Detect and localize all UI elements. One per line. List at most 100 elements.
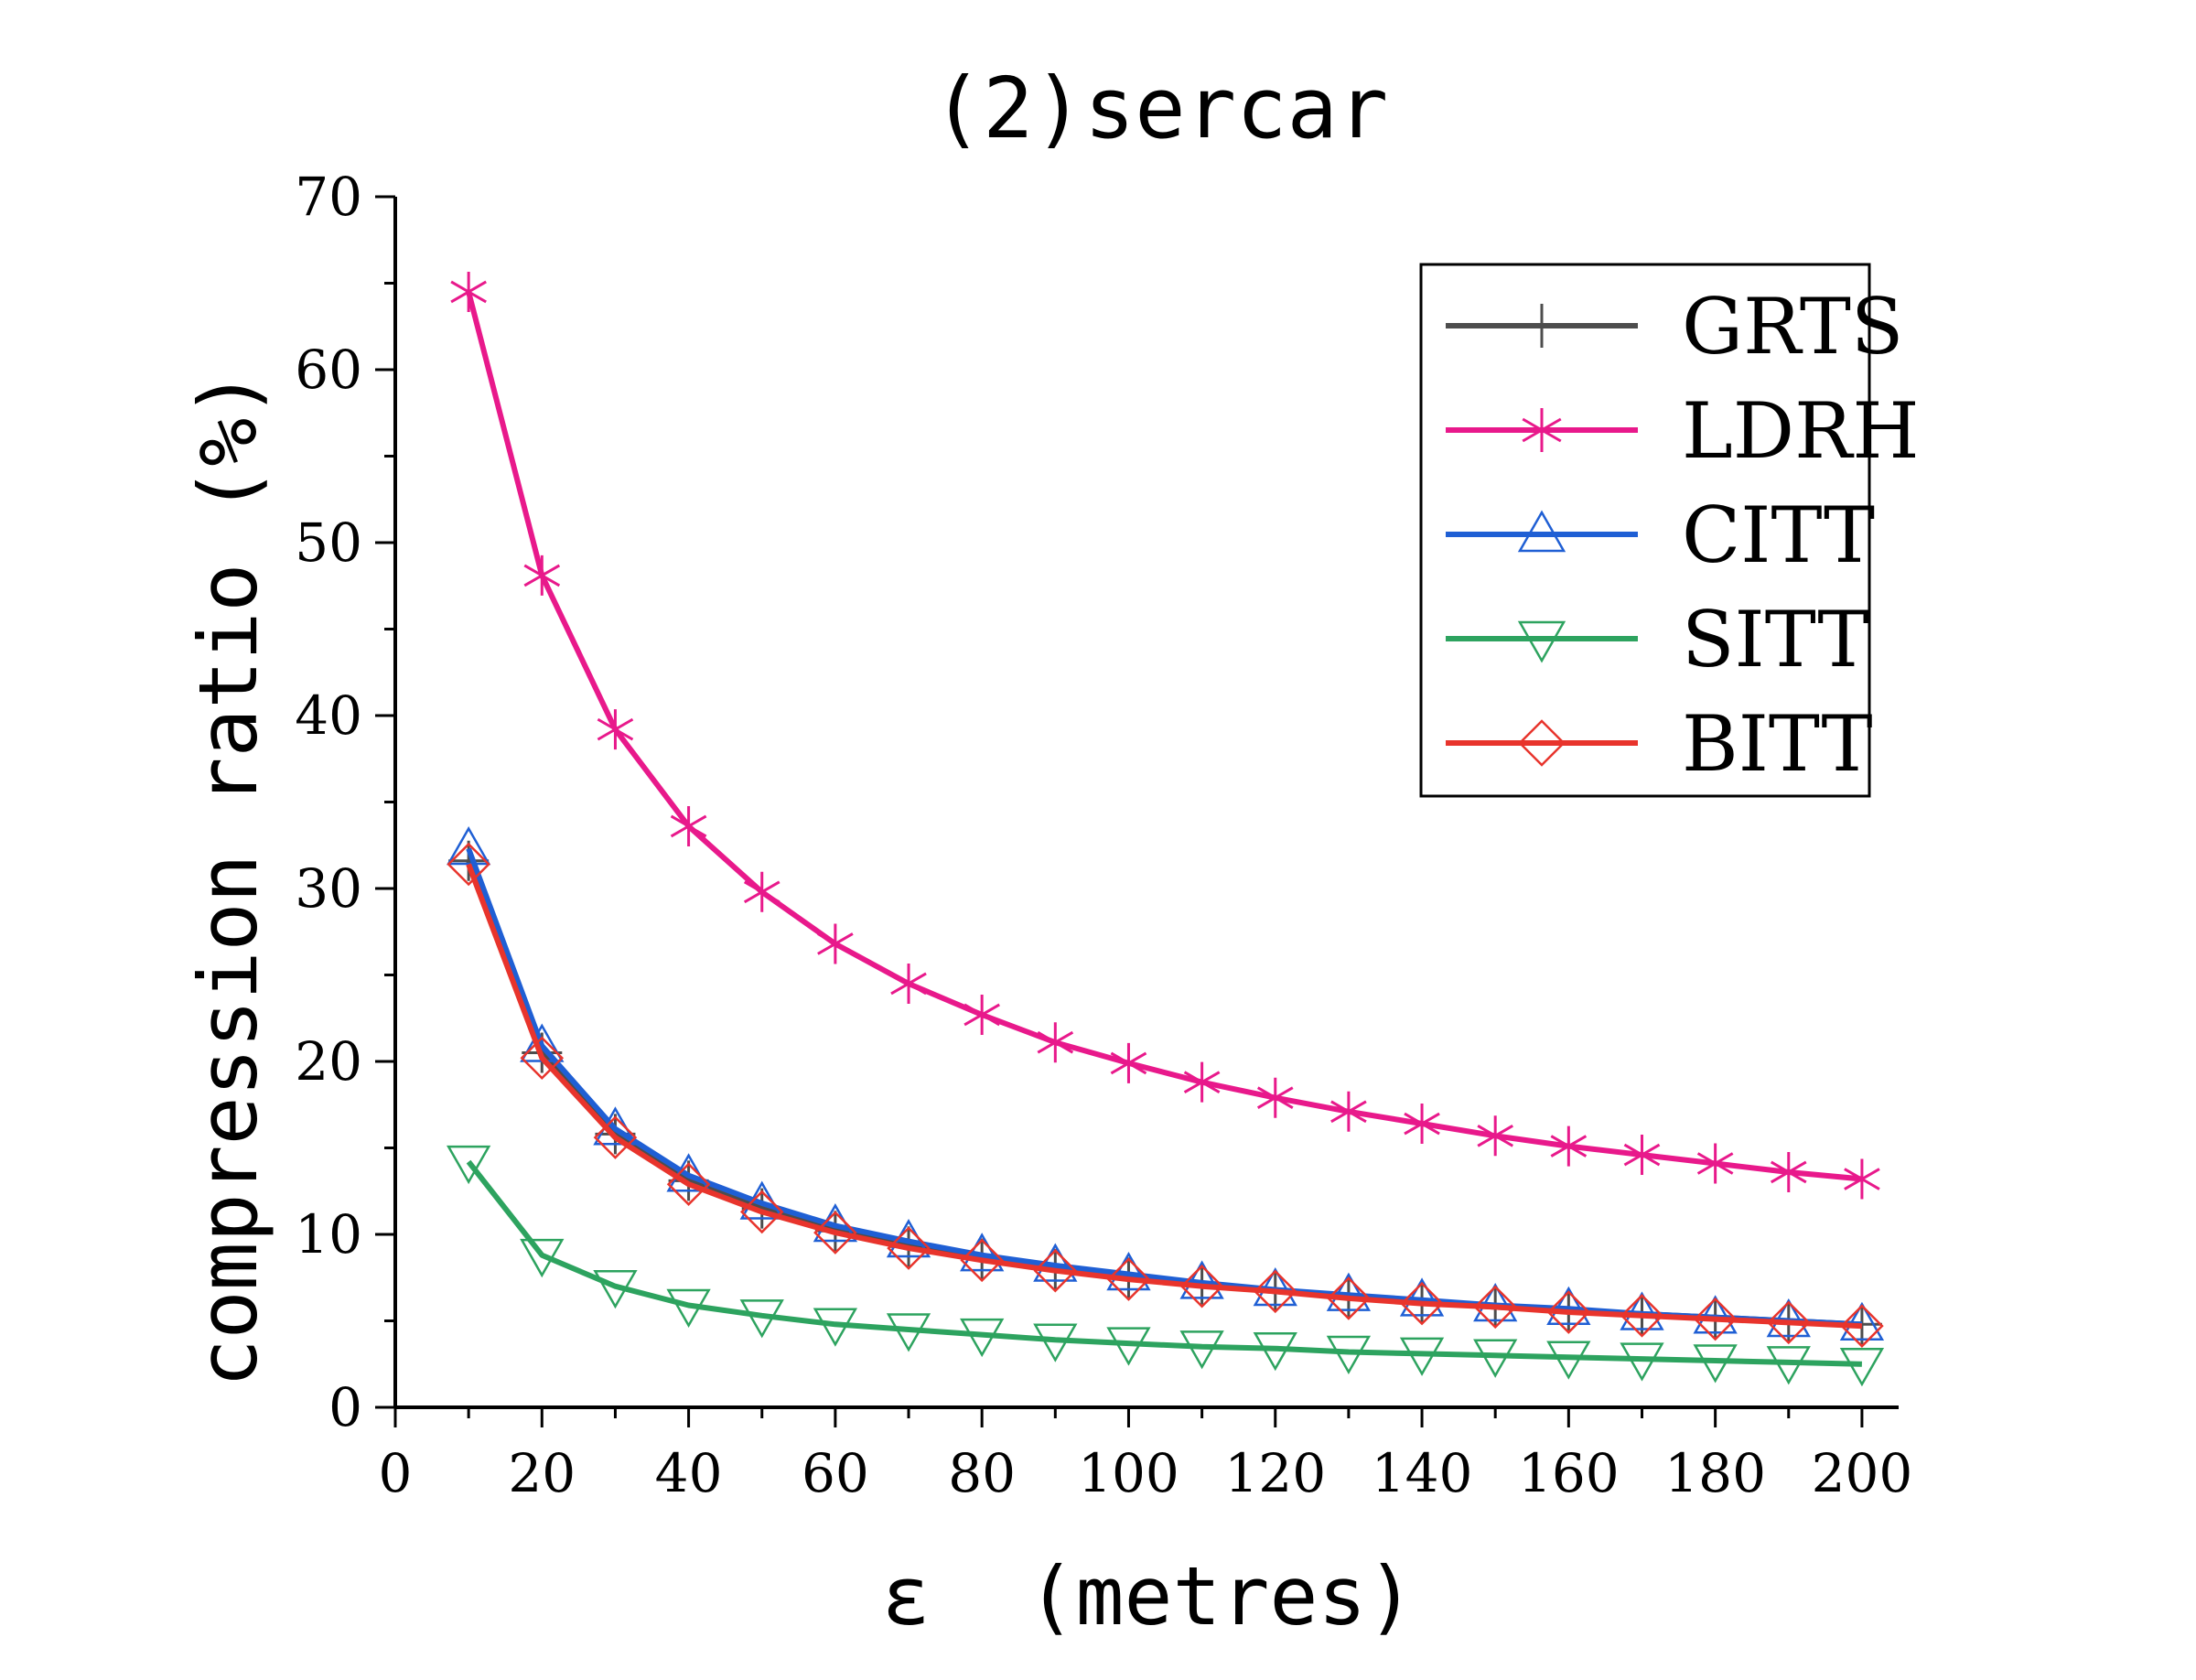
data-point-ldrh bbox=[963, 994, 1000, 1035]
data-point-citt bbox=[1399, 1277, 1445, 1317]
data-point-ldrh bbox=[1770, 1151, 1807, 1192]
data-point-bitt bbox=[1106, 1257, 1151, 1301]
data-point-citt bbox=[1839, 1301, 1885, 1341]
x-tick-label: 80 bbox=[948, 1442, 1016, 1504]
data-point-sitt bbox=[1326, 1335, 1372, 1375]
legend-label: GRTS bbox=[1682, 282, 1903, 372]
data-point-sitt bbox=[1546, 1341, 1591, 1380]
legend-label: CITT bbox=[1682, 490, 1875, 580]
data-point-citt bbox=[1179, 1260, 1224, 1299]
x-tick-label: 60 bbox=[802, 1442, 869, 1504]
chart-title: (2)sercar bbox=[932, 59, 1389, 157]
data-point-sitt bbox=[1839, 1348, 1885, 1387]
series-line-grts bbox=[466, 859, 1863, 1328]
data-point-citt bbox=[1693, 1295, 1738, 1334]
data-point-sitt bbox=[593, 1269, 638, 1309]
data-point-bitt bbox=[1033, 1248, 1078, 1293]
data-point-bitt bbox=[520, 1036, 565, 1080]
data-point-ldrh bbox=[1696, 1143, 1734, 1184]
data-point-citt bbox=[960, 1233, 1005, 1272]
series-grts bbox=[448, 840, 1882, 1345]
data-point-ldrh bbox=[1404, 1104, 1440, 1145]
data-point-sitt bbox=[446, 1145, 491, 1185]
data-point-sitt bbox=[1179, 1330, 1224, 1370]
data-point-sitt bbox=[1766, 1346, 1811, 1385]
data-point-sitt bbox=[886, 1313, 931, 1352]
data-point-bitt bbox=[593, 1115, 638, 1159]
legend-label: BITT bbox=[1682, 699, 1873, 789]
series-ldrh bbox=[450, 271, 1880, 1200]
y-tick-label: 20 bbox=[295, 1030, 362, 1093]
data-point-ldrh bbox=[1550, 1125, 1588, 1167]
series-citt bbox=[446, 826, 1885, 1341]
legend-swatch-marker bbox=[1517, 510, 1566, 553]
data-point-citt bbox=[446, 826, 491, 866]
data-point-ldrh bbox=[890, 963, 927, 1004]
data-point-sitt bbox=[1106, 1327, 1151, 1366]
x-tick-label: 140 bbox=[1372, 1442, 1473, 1504]
data-point-sitt bbox=[1473, 1339, 1518, 1378]
data-point-ldrh bbox=[670, 805, 707, 846]
y-tick-label: 70 bbox=[295, 166, 362, 228]
x-tick-label: 160 bbox=[1518, 1442, 1620, 1504]
data-point-ldrh bbox=[743, 871, 780, 912]
data-point-ldrh bbox=[1844, 1158, 1880, 1200]
legend-label: SITT bbox=[1682, 595, 1868, 684]
data-point-ldrh bbox=[1477, 1115, 1513, 1157]
legend-swatch-marker bbox=[1517, 620, 1566, 663]
x-tick-label: 20 bbox=[508, 1442, 576, 1504]
data-point-bitt bbox=[1693, 1297, 1738, 1341]
data-point-ldrh bbox=[450, 271, 487, 312]
data-point-citt bbox=[1473, 1282, 1518, 1322]
data-point-bitt bbox=[1546, 1290, 1591, 1334]
data-point-citt bbox=[1326, 1272, 1372, 1311]
data-point-citt bbox=[1546, 1286, 1591, 1326]
data-point-citt bbox=[1033, 1243, 1078, 1282]
data-point-sitt bbox=[1693, 1344, 1738, 1384]
data-point-sitt bbox=[1399, 1337, 1445, 1376]
data-point-sitt bbox=[666, 1288, 711, 1329]
y-tick-label: 50 bbox=[295, 512, 362, 574]
axes: 0 10 20 30 40 50 60 70 0 20 40 60 80 100 120 140 160 180 2… bbox=[295, 166, 1912, 1504]
series-layer bbox=[446, 271, 1885, 1387]
data-point-ldrh bbox=[1037, 1022, 1074, 1063]
x-tick-label: 40 bbox=[655, 1442, 723, 1504]
legend-swatch-marker bbox=[1522, 408, 1562, 452]
data-point-ldrh bbox=[1256, 1077, 1294, 1118]
x-tick-label: 200 bbox=[1812, 1442, 1913, 1504]
series-line-citt bbox=[466, 847, 1863, 1328]
data-point-bitt bbox=[1767, 1300, 1811, 1345]
series-sitt bbox=[446, 1145, 1885, 1387]
data-point-bitt bbox=[739, 1190, 784, 1234]
legend-item-bitt: BITT bbox=[1446, 699, 1873, 789]
data-point-citt bbox=[1106, 1251, 1151, 1291]
x-tick-label: 100 bbox=[1078, 1442, 1179, 1504]
data-point-ldrh bbox=[1623, 1135, 1661, 1176]
y-tick-label: 30 bbox=[295, 857, 362, 920]
data-point-bitt bbox=[1253, 1269, 1297, 1314]
data-point-bitt bbox=[813, 1211, 857, 1255]
legend-item-grts: GRTS bbox=[1446, 282, 1903, 372]
y-axis-label: compression ratio (%) bbox=[181, 370, 275, 1388]
data-point-sitt bbox=[1033, 1323, 1078, 1362]
data-point-bitt bbox=[1473, 1285, 1517, 1330]
data-point-citt bbox=[1253, 1266, 1297, 1307]
data-point-bitt bbox=[1400, 1281, 1444, 1326]
series-bitt bbox=[447, 842, 1884, 1348]
data-point-sitt bbox=[739, 1299, 784, 1339]
data-point-bitt bbox=[447, 842, 490, 887]
data-point-ldrh bbox=[1330, 1091, 1367, 1132]
data-point-ldrh bbox=[597, 709, 634, 750]
y-tick-label: 0 bbox=[328, 1376, 362, 1438]
data-point-bitt bbox=[887, 1226, 931, 1270]
y-tick-label: 40 bbox=[295, 684, 362, 747]
legend-box bbox=[1419, 263, 1871, 798]
series-line-ldrh bbox=[466, 291, 1863, 1182]
data-point-bitt bbox=[960, 1238, 1004, 1283]
data-point-sitt bbox=[960, 1318, 1005, 1358]
data-point-ldrh bbox=[1183, 1061, 1221, 1103]
legend-item-ldrh: LDRH bbox=[1446, 386, 1920, 476]
x-tick-label: 180 bbox=[1664, 1442, 1766, 1504]
data-point-bitt bbox=[666, 1162, 711, 1206]
